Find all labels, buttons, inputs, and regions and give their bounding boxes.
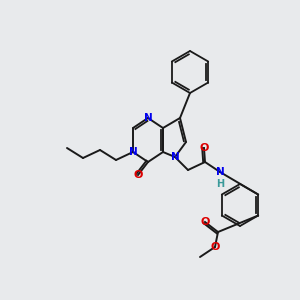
Text: N: N — [171, 152, 179, 162]
Text: N: N — [129, 147, 137, 157]
Text: O: O — [133, 170, 143, 180]
Text: N: N — [216, 167, 224, 177]
Text: N: N — [144, 113, 152, 123]
Text: O: O — [199, 143, 209, 153]
Text: O: O — [210, 242, 220, 252]
Text: O: O — [200, 217, 210, 227]
Text: H: H — [216, 179, 224, 189]
